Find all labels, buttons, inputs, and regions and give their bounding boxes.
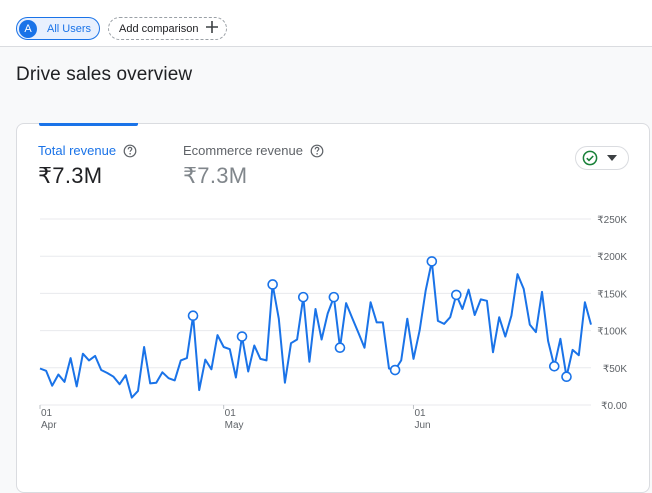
status-dropdown-button[interactable] bbox=[575, 146, 629, 170]
active-tab-indicator bbox=[39, 123, 138, 126]
help-icon[interactable] bbox=[310, 144, 324, 158]
data-point bbox=[297, 291, 309, 303]
y-tick-label: ₹100K bbox=[597, 327, 627, 338]
x-tick-label: Jun bbox=[414, 420, 430, 431]
y-tick-label: ₹0.00 bbox=[601, 401, 627, 412]
data-point bbox=[236, 331, 248, 342]
segment-avatar: A bbox=[19, 19, 37, 38]
data-point bbox=[389, 364, 401, 376]
metric-label: Ecommerce revenue bbox=[183, 143, 303, 158]
plus-icon bbox=[205, 20, 219, 37]
help-icon[interactable] bbox=[123, 144, 137, 158]
y-tick-label: ₹150K bbox=[597, 289, 627, 300]
x-tick-label: 01 bbox=[41, 408, 53, 419]
series-line bbox=[39, 260, 592, 399]
metric-value: ₹7.3M bbox=[183, 163, 248, 188]
segment-chip-all-users[interactable]: A All Users bbox=[16, 17, 100, 40]
metric-tab-total-revenue[interactable]: Total revenue ₹7.3M bbox=[38, 143, 137, 189]
data-point bbox=[328, 291, 340, 303]
data-point bbox=[561, 371, 572, 383]
metric-tab-ecommerce-revenue[interactable]: Ecommerce revenue ₹7.3M bbox=[183, 143, 324, 189]
y-tick-label: ₹50K bbox=[603, 364, 627, 375]
data-point bbox=[548, 361, 560, 372]
comparison-toolbar: A All Users Add comparison bbox=[0, 0, 652, 47]
x-tick-label: Apr bbox=[41, 420, 57, 431]
segment-label: All Users bbox=[47, 22, 92, 35]
add-comparison-button[interactable]: Add comparison bbox=[108, 17, 227, 40]
check-circle-icon bbox=[582, 150, 598, 166]
data-point bbox=[187, 310, 199, 322]
page-title: Drive sales overview bbox=[16, 64, 193, 85]
data-point bbox=[334, 342, 346, 354]
x-tick-label: 01 bbox=[414, 408, 426, 419]
x-tick-label: May bbox=[225, 420, 244, 431]
data-point bbox=[451, 289, 462, 301]
metric-label: Total revenue bbox=[38, 143, 117, 158]
y-tick-label: ₹250K bbox=[597, 215, 627, 226]
caret-down-icon bbox=[607, 155, 617, 161]
metric-value: ₹7.3M bbox=[38, 163, 103, 188]
data-point bbox=[267, 279, 278, 290]
data-point bbox=[426, 256, 438, 267]
add-comparison-label: Add comparison bbox=[119, 22, 199, 35]
y-tick-label: ₹200K bbox=[597, 252, 627, 263]
x-tick-label: 01 bbox=[225, 408, 237, 419]
